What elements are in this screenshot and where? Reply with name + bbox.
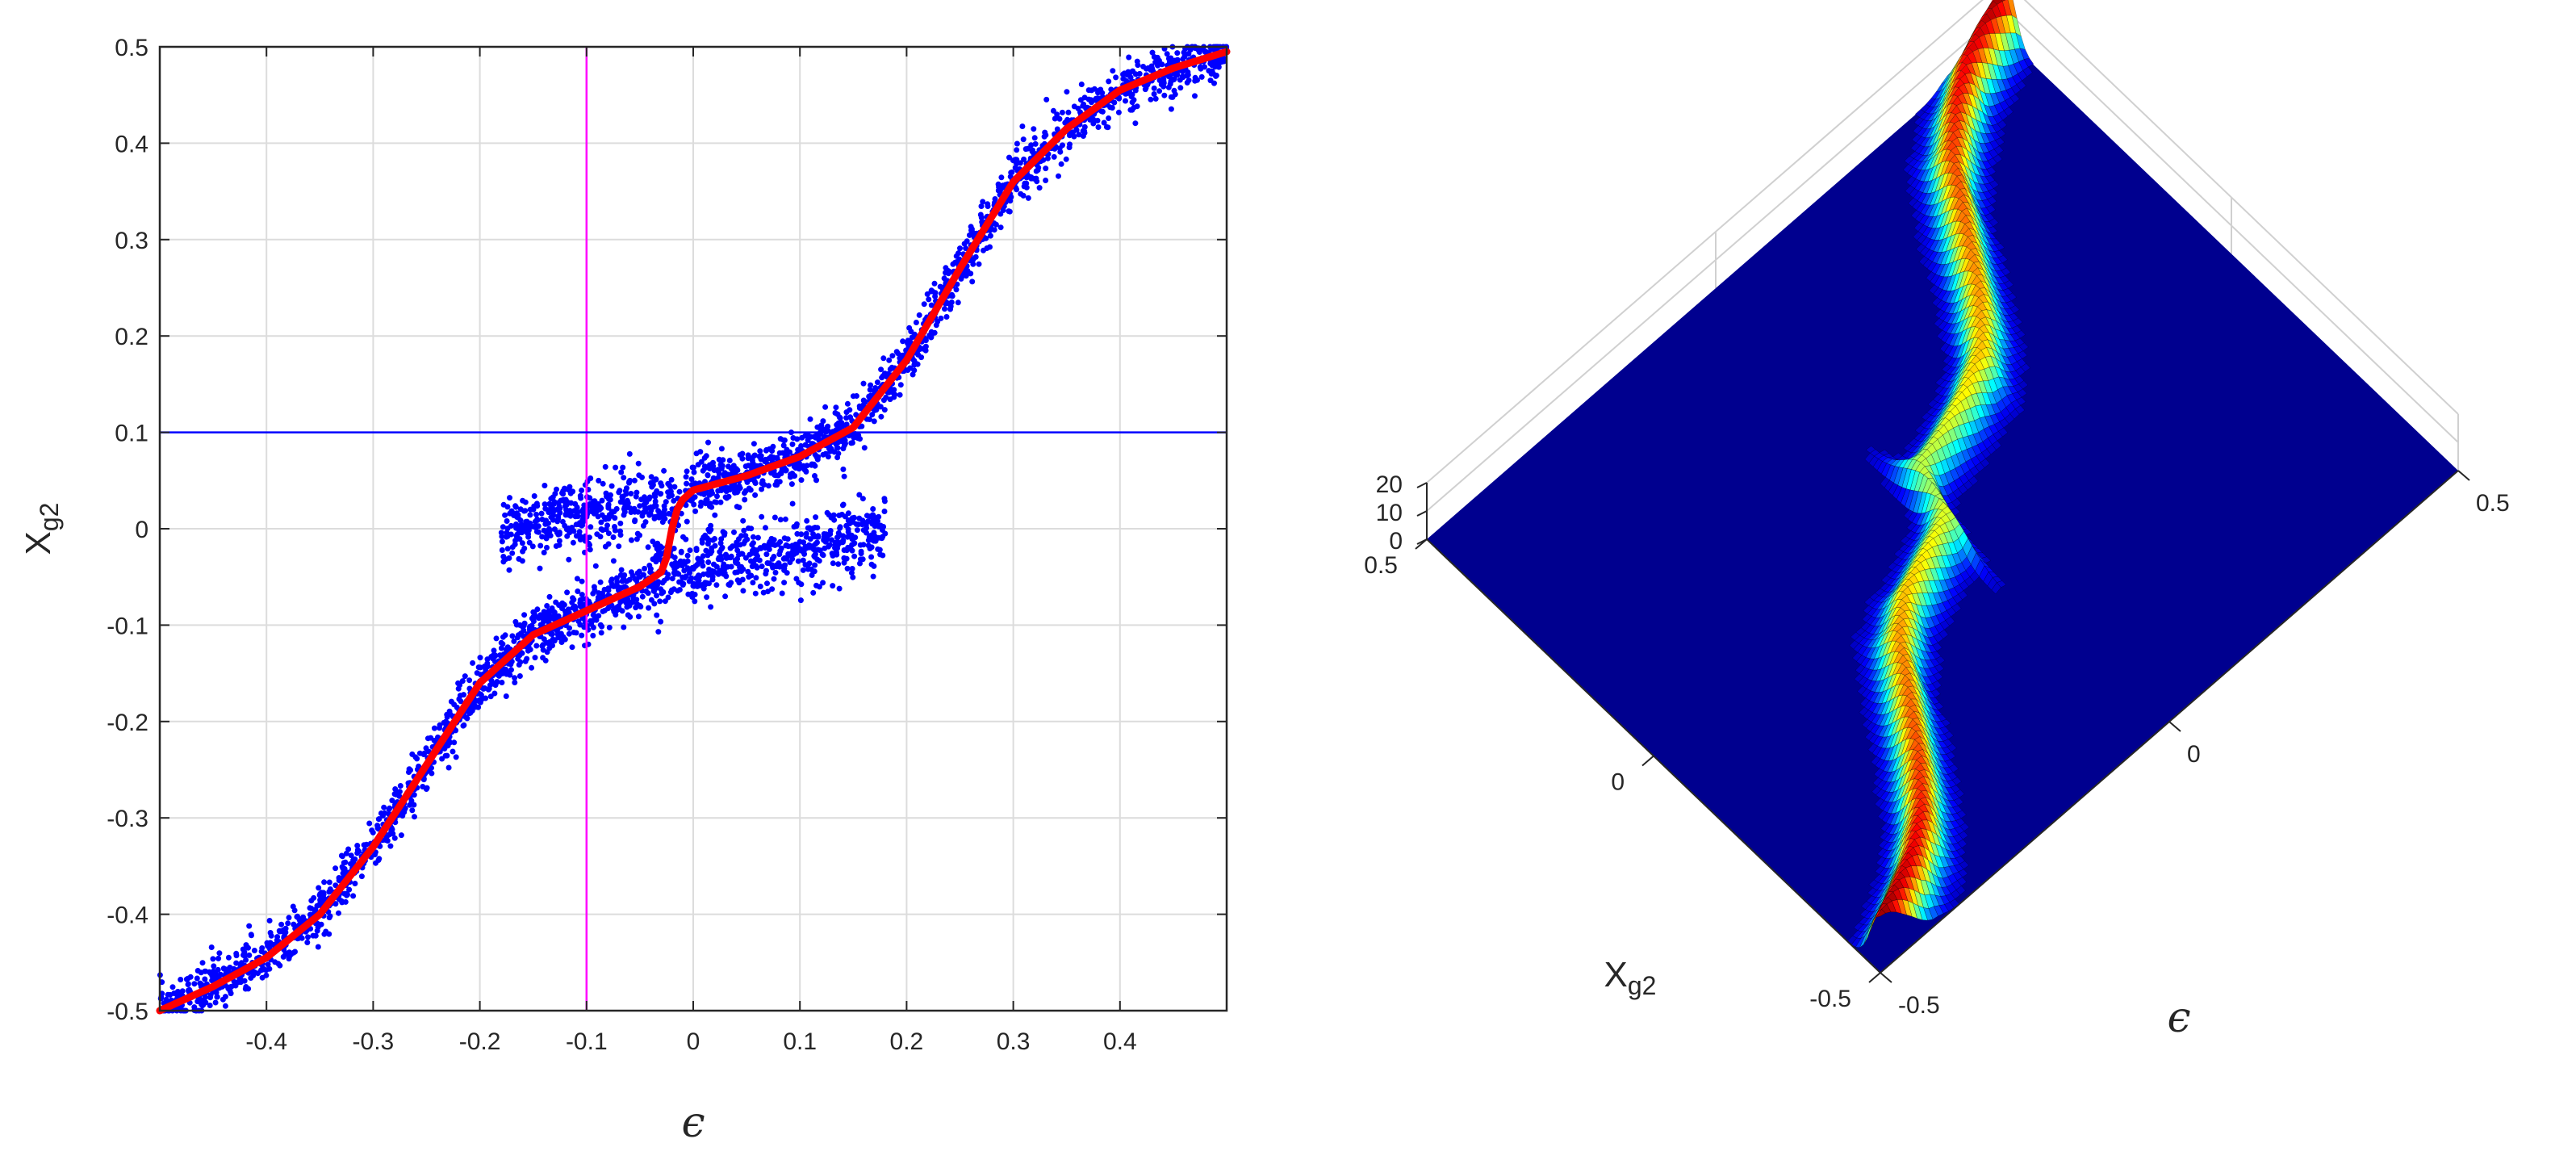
x-tick-mark-3d (2168, 721, 2181, 732)
y-axis-label-main: X (19, 531, 58, 555)
x-axis-label: ϵ (681, 1099, 705, 1147)
box-grid (2004, 8, 2459, 443)
reference-lines (160, 47, 1227, 1011)
y-tick-label-3d: 0.5 (1364, 552, 1398, 579)
y-tick-label: 0.4 (115, 131, 148, 157)
y-tick-label: 0.3 (115, 228, 148, 254)
scatter-plot: -0.4 -0.3 -0.2 -0.1 0 0.1 0.2 0.3 0.4 -0.5 -0.4 -0.… (19, 35, 1231, 1147)
x-tick-label: 0 (687, 1028, 700, 1055)
surface-mesh (1427, 0, 2458, 973)
x-tick-label: -0.2 (459, 1028, 501, 1055)
z-tick-label: 0 (1389, 528, 1403, 555)
x-tick-label: 0.2 (890, 1028, 924, 1055)
y-tick-label: -0.4 (107, 902, 148, 929)
x-tick-label: -0.1 (566, 1028, 608, 1055)
y-tick-label: -0.3 (107, 806, 148, 832)
y-tick-label: 0 (135, 517, 148, 543)
x-tick-label: -0.3 (353, 1028, 395, 1055)
y-tick-mark-3d (1641, 755, 1654, 767)
x-tick-mark-3d (1880, 972, 1892, 983)
x-tick-label: -0.4 (245, 1028, 287, 1055)
y-axis-label-3d: Xg2 (1604, 955, 1657, 1000)
z-tick-label: 20 (1376, 471, 1403, 498)
y-axis-label: Xg2 (19, 503, 64, 555)
y-axis-label-3d-main: X (1604, 955, 1628, 995)
z-tick-mark (1416, 510, 1428, 517)
x-tick-label: 0.4 (1103, 1028, 1137, 1055)
box-grid (1426, 8, 2005, 512)
fit-curve-line (156, 48, 1231, 1015)
surface-patch (1876, 908, 1886, 918)
y-tick-label: -0.1 (107, 613, 148, 639)
y-tick-label: 0.5 (115, 35, 148, 61)
y-axis-label-subscript: g2 (35, 503, 64, 532)
y-tick-label-3d: 0 (1611, 769, 1625, 796)
axes-box-3d (1426, 0, 2459, 539)
x-tick-label-3d: -0.5 (1898, 992, 1940, 1019)
y-axis-label-3d-subscript: g2 (1628, 971, 1657, 1000)
fit-curve (156, 48, 1231, 1015)
y-tick-label-3d: -0.5 (1809, 986, 1851, 1012)
x-tick-label-3d: 0 (2187, 741, 2201, 768)
surface-patch (1991, 582, 2001, 595)
y-tick-mark-3d (1415, 538, 1428, 550)
axis-ticks: -0.4 -0.3 -0.2 -0.1 0 0.1 0.2 0.3 0.4 -0.5 -0.4 -0.… (107, 35, 1227, 1055)
y-tick-label: -0.2 (107, 710, 148, 736)
x-tick-label: 0.1 (783, 1028, 817, 1055)
y-tick-mark-3d (1868, 972, 1881, 983)
y-tick-label: -0.5 (107, 999, 148, 1025)
x-tick-label-3d: 0.5 (2476, 490, 2510, 517)
y-tick-label: 0.2 (115, 324, 148, 350)
y-tick-label: 0.1 (115, 421, 148, 447)
z-tick-label: 10 (1376, 500, 1403, 526)
x-axis-label-3d: ϵ (2167, 994, 2190, 1042)
z-tick-mark (1416, 482, 1428, 488)
x-tick-mark-3d (2457, 470, 2470, 481)
x-tick-label: 0.3 (997, 1028, 1031, 1055)
